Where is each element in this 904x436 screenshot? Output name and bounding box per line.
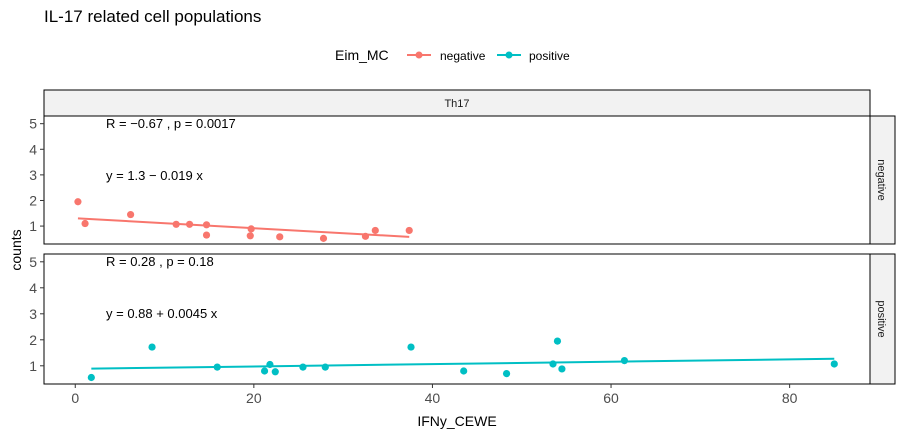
y-tick-label: 2 — [29, 332, 37, 348]
legend-title: Eim_MC — [335, 47, 389, 63]
row-strip-negative-box — [869, 115, 896, 245]
x-tick-label: 0 — [71, 390, 79, 406]
y-tick-label: 1 — [29, 218, 37, 234]
annotation-eq-positive: y = 0.88 + 0.0045 x — [106, 306, 218, 321]
x-tick-label: 80 — [782, 390, 798, 406]
data-point — [213, 363, 221, 371]
data-point — [185, 220, 194, 228]
data-point — [246, 232, 254, 240]
chart-title: IL-17 related cell populations — [44, 7, 261, 26]
legend-label-negative: negative — [440, 49, 486, 63]
legend-key-point-negative — [415, 51, 423, 59]
data-point — [172, 220, 180, 228]
y-axis-title: counts — [8, 229, 24, 270]
column-strip: Th17 — [43, 89, 871, 117]
y-tick-label: 4 — [29, 280, 37, 296]
column-strip-label: Th17 — [444, 98, 469, 110]
annotation-r-positive: R = 0.28 , p = 0.18 — [106, 254, 214, 269]
x-tick-label: 60 — [603, 390, 619, 406]
legend-key-point-positive — [505, 51, 513, 59]
data-point — [74, 198, 82, 206]
column-strip-box — [43, 89, 871, 117]
data-point — [148, 343, 156, 351]
y-tick-label: 4 — [29, 141, 37, 157]
data-point — [371, 226, 379, 235]
annotation-r-negative: R = −0.67 , p = 0.0017 — [106, 116, 236, 131]
data-point — [620, 357, 629, 365]
panel-positive: 1 2 3 4 5 R = 0.28 , p = 0.18 y = 0.88 + 0.0… — [29, 253, 871, 385]
fit-line-negative — [77, 217, 410, 238]
data-point — [127, 210, 135, 219]
y-tick-label: 3 — [29, 167, 37, 183]
fit-line-positive — [91, 357, 835, 370]
data-point — [87, 373, 95, 382]
x-tick-label: 20 — [246, 390, 262, 406]
row-strip-negative: negative — [869, 115, 896, 245]
data-point — [81, 219, 89, 228]
points-positive — [87, 337, 838, 382]
y-tick-label: 1 — [29, 358, 37, 374]
legend-item-positive: positive — [497, 49, 570, 63]
data-point — [266, 360, 274, 369]
data-point — [321, 363, 329, 371]
x-axis-title: IFNy_CEWE — [417, 413, 496, 429]
data-point — [271, 368, 279, 376]
data-point — [558, 365, 566, 373]
row-strip-negative-label: negative — [875, 159, 887, 201]
panel-positive-yticks: 1 2 3 4 5 — [29, 254, 44, 374]
legend-item-negative: negative — [407, 49, 486, 63]
panel-negative-yticks: 1 2 3 4 5 — [29, 116, 44, 234]
data-point — [549, 360, 557, 368]
data-point — [830, 360, 838, 368]
panel-negative: 1 2 3 4 5 R = −0.67 , p = 0.0017 y = 1.3 − 0… — [29, 115, 871, 245]
points-negative — [74, 198, 413, 242]
y-tick-label: 3 — [29, 306, 37, 322]
data-point — [405, 226, 413, 235]
y-tick-label: 2 — [29, 192, 37, 208]
data-point — [202, 231, 211, 239]
data-point — [276, 233, 284, 241]
data-point — [202, 221, 211, 229]
y-tick-label: 5 — [29, 116, 37, 132]
data-point — [319, 234, 328, 242]
data-point — [361, 232, 370, 240]
data-point — [247, 225, 255, 233]
data-point — [460, 367, 468, 375]
x-tick-label: 40 — [425, 390, 441, 406]
data-point — [299, 363, 307, 371]
row-strip-positive-label: positive — [875, 300, 887, 337]
legend: Eim_MC negative positive — [335, 47, 570, 63]
panel-positive-border — [43, 253, 871, 385]
data-point — [407, 343, 415, 351]
annotation-eq-negative: y = 1.3 − 0.019 x — [106, 168, 203, 183]
y-tick-label: 5 — [29, 254, 37, 270]
panel-negative-border — [43, 115, 871, 245]
data-point — [553, 337, 562, 345]
x-axis: 0 20 40 60 80 — [71, 384, 798, 406]
data-point — [260, 367, 269, 375]
row-strip-positive: positive — [869, 253, 896, 385]
legend-label-positive: positive — [529, 49, 570, 63]
data-point — [502, 370, 511, 378]
